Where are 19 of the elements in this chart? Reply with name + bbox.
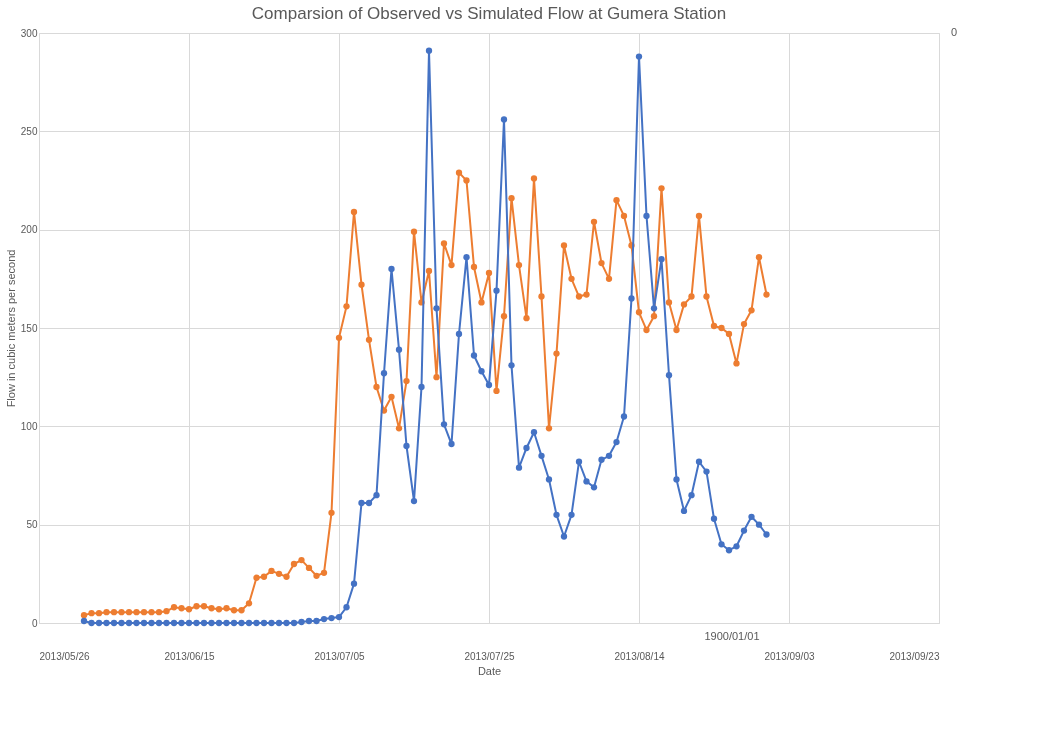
x-tick-label: 2013/06/15 (164, 650, 215, 662)
y-tick-label: 300 (20, 27, 38, 39)
x-axis-title: Date (477, 664, 502, 677)
y-axis-title: Flow in cubic meters per second (4, 249, 17, 408)
x-tick-label: 2013/09/23 (889, 650, 940, 662)
x-tick-label: 2013/05/26 (39, 650, 90, 662)
x-tick-label: 2013/07/25 (464, 650, 515, 662)
x-tick-label: 2013/08/14 (614, 650, 665, 662)
text: 0 (951, 26, 958, 38)
x-tick-label: 2013/09/03 (764, 650, 815, 662)
text: 1900/01/01 (704, 630, 760, 642)
y-tick-label: 250 (20, 125, 38, 137)
y-tick-label: 150 (20, 322, 38, 334)
y-tick-label: 100 (20, 420, 38, 432)
y-tick-label: 0 (31, 617, 38, 629)
x-tick-label: 2013/07/05 (314, 650, 365, 662)
y-tick-label: 50 (26, 519, 38, 531)
y-tick-label: 200 (20, 224, 38, 236)
chart-title: Comparsion of Observed vs Simulated Flow at Gumera Station (251, 4, 727, 23)
